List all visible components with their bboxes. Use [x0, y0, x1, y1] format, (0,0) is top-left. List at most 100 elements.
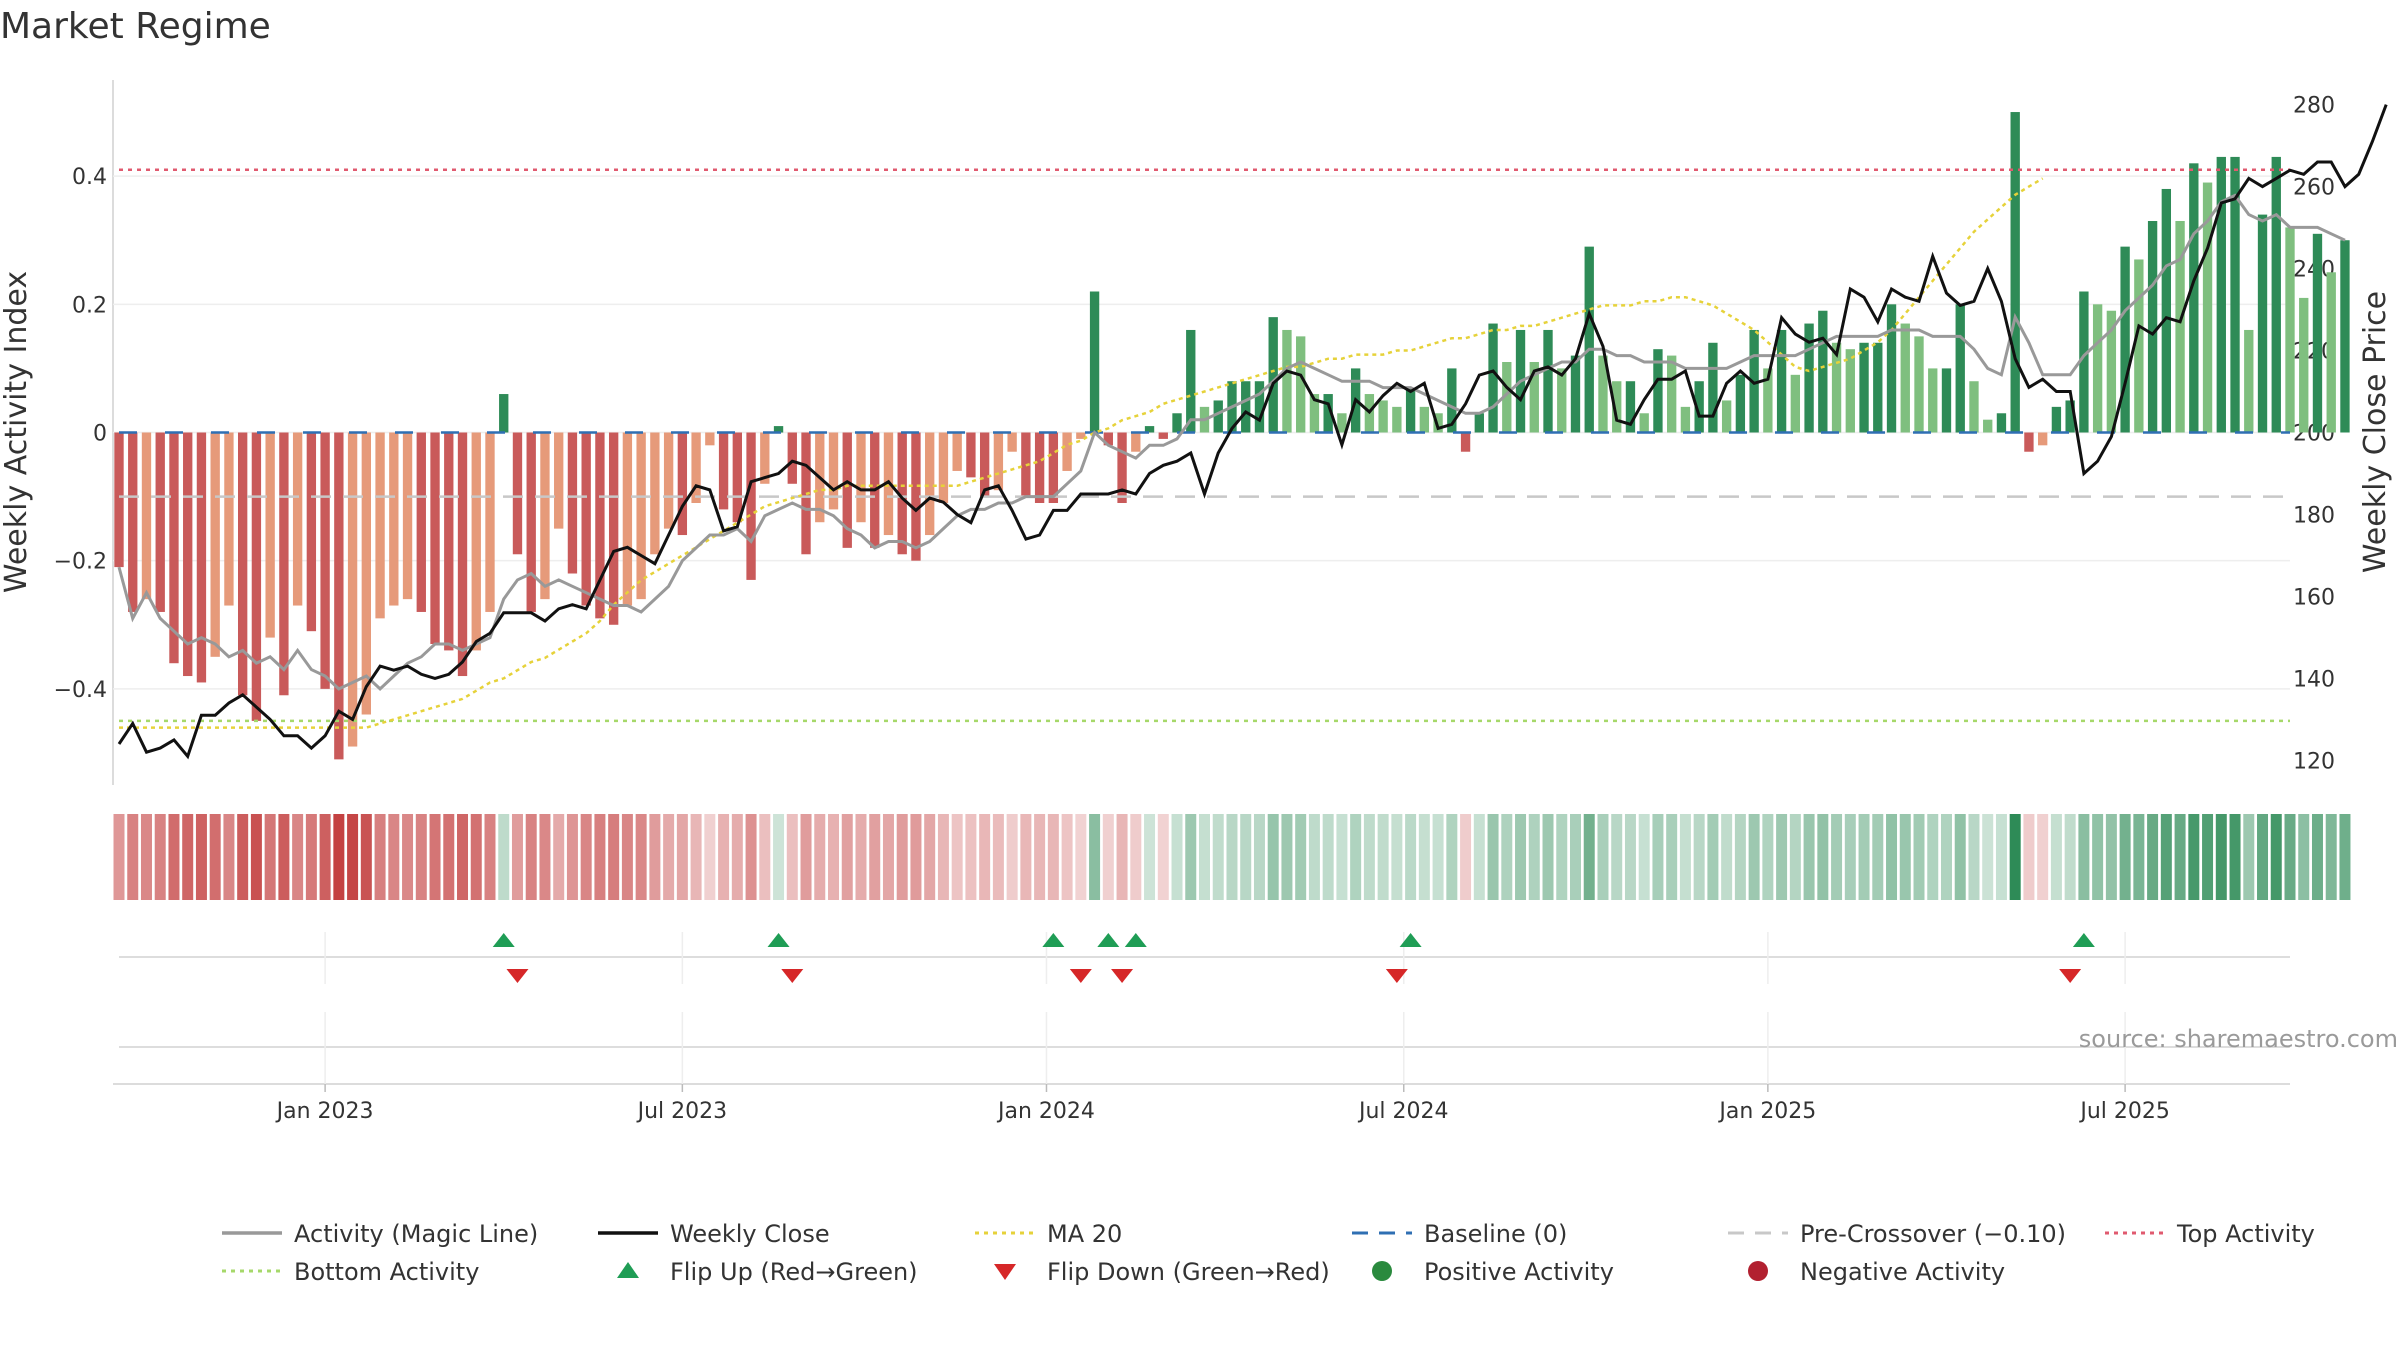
- regime-cell: [1569, 814, 1581, 900]
- activity-bar: [2037, 432, 2048, 446]
- regime-cell: [1995, 814, 2007, 900]
- y-tick-label: 0.4: [72, 165, 107, 190]
- activity-bar: [1914, 336, 1924, 433]
- activity-bar: [1268, 317, 1278, 433]
- regime-cell: [1844, 814, 1856, 900]
- regime-cell: [910, 814, 922, 900]
- regime-cell: [1748, 814, 1760, 900]
- activity-bar: [279, 432, 289, 696]
- activity-bar: [1254, 381, 1265, 433]
- activity-bar: [2326, 272, 2336, 433]
- legend-item: Positive Activity: [1372, 1258, 1614, 1286]
- regime-cell: [1171, 814, 1183, 900]
- activity-bar: [141, 432, 152, 600]
- regime-cell: [1473, 814, 1485, 900]
- regime-cell: [388, 814, 400, 900]
- activity-bar: [1928, 368, 1938, 433]
- regime-cell: [1721, 814, 1733, 900]
- flip-up-marker: [2072, 933, 2095, 947]
- regime-cell: [1886, 814, 1898, 900]
- regime-cell: [1666, 814, 1678, 900]
- activity-bar: [499, 394, 509, 433]
- regime-cell: [2037, 814, 2049, 900]
- regime-cell: [209, 814, 221, 900]
- regime-cell: [1281, 814, 1293, 900]
- regime-cell: [992, 814, 1004, 900]
- regime-cell: [443, 814, 455, 900]
- regime-cell: [264, 814, 276, 900]
- activity-bar: [169, 432, 179, 664]
- activity-bar: [1886, 304, 1897, 433]
- activity-bar: [2340, 240, 2350, 433]
- activity-bar: [1708, 342, 1718, 433]
- flip-down-marker: [1385, 969, 1408, 983]
- regime-cell: [1597, 814, 1609, 900]
- activity-bar: [1034, 432, 1045, 503]
- activity-bar: [622, 432, 633, 606]
- regime-cell: [745, 814, 757, 900]
- regime-cell: [1432, 814, 1444, 900]
- legend-label: Baseline (0): [1424, 1220, 1567, 1248]
- activity-bar: [1502, 362, 1512, 433]
- regime-cell: [1391, 814, 1403, 900]
- regime-cell: [2023, 814, 2035, 900]
- regime-cell: [1363, 814, 1375, 900]
- regime-cell: [1322, 814, 1334, 900]
- activity-bar: [265, 432, 275, 638]
- activity-bar: [1296, 336, 1306, 433]
- regime-cell: [1872, 814, 1884, 900]
- y2-tick-label: 180: [2293, 503, 2335, 528]
- legend-item: Flip Down (Green→Red): [994, 1258, 1330, 1286]
- activity-bar: [1405, 387, 1416, 433]
- regime-cell: [182, 814, 194, 900]
- regime-cell: [237, 814, 249, 900]
- activity-bar: [993, 432, 1004, 491]
- activity-bar: [2257, 214, 2268, 433]
- regime-cell: [979, 814, 991, 900]
- regime-cell: [2092, 814, 2104, 900]
- activity-bar: [2051, 406, 2062, 433]
- regime-cell: [1762, 814, 1774, 900]
- activity-bar: [1543, 329, 1553, 433]
- regime-cell: [759, 814, 771, 900]
- flip-up-marker: [1399, 933, 1422, 947]
- activity-bar: [663, 432, 674, 529]
- regime-cell: [855, 814, 867, 900]
- flip-up-marker: [1042, 933, 1065, 947]
- activity-bar: [897, 432, 907, 555]
- regime-cell: [663, 814, 675, 900]
- activity-bar: [925, 432, 935, 536]
- activity-bar: [183, 432, 193, 677]
- regime-cell: [1102, 814, 1114, 900]
- regime-cell: [1982, 814, 1994, 900]
- activity-bar: [430, 432, 440, 644]
- regime-cell: [1927, 814, 1939, 900]
- legend-item: Top Activity: [2105, 1220, 2315, 1248]
- flip-up-marker: [492, 933, 515, 947]
- regime-cell: [278, 814, 290, 900]
- activity-bar: [1378, 400, 1388, 433]
- activity-bar: [1955, 304, 1965, 433]
- regime-cell: [347, 814, 359, 900]
- regime-cell: [484, 814, 496, 900]
- y-tick-label: −0.4: [54, 678, 107, 703]
- chart-title: Market Regime: [0, 6, 271, 47]
- activity-bar: [1859, 342, 1869, 433]
- activity-bar: [416, 432, 426, 612]
- regime-cell: [127, 814, 139, 900]
- regime-cell: [140, 814, 152, 900]
- activity-bar: [2134, 259, 2144, 433]
- legend-label: Flip Up (Red→Green): [670, 1258, 918, 1286]
- activity-bar: [1612, 381, 1622, 433]
- legend-label: Negative Activity: [1800, 1258, 2005, 1286]
- activity-bar: [334, 432, 344, 760]
- regime-cell: [1515, 814, 1527, 900]
- activity-bar: [1447, 368, 1457, 433]
- activity-bar: [361, 432, 372, 715]
- activity-bar: [2299, 297, 2309, 433]
- activity-bar: [1735, 374, 1746, 433]
- activity-bar: [773, 426, 784, 433]
- regime-cell: [1144, 814, 1156, 900]
- activity-bar: [1158, 432, 1168, 439]
- activity-bar: [2065, 400, 2075, 433]
